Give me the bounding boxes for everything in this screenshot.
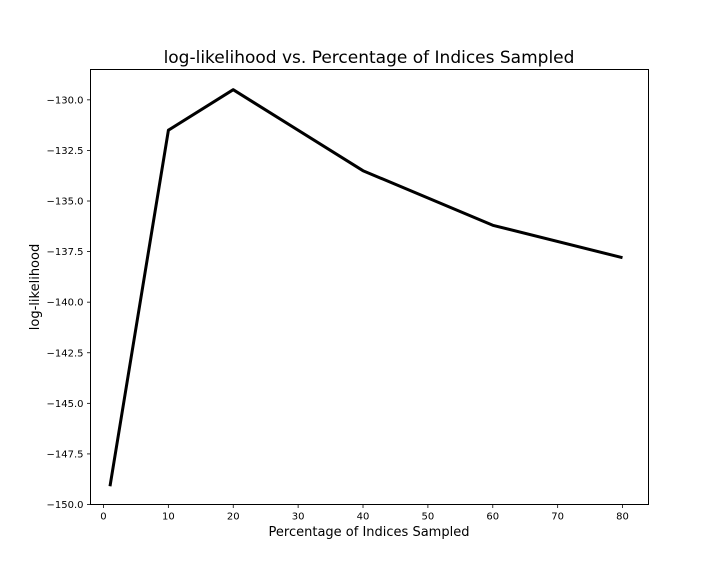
y-tick-label: −135.0	[46, 197, 83, 208]
x-tick-label: 30	[292, 512, 305, 523]
chart-title: log-likelihood vs. Percentage of Indices…	[164, 48, 575, 68]
y-tick-label: −142.5	[46, 348, 83, 359]
x-tick-label: 40	[357, 512, 370, 523]
x-tick-label: 80	[616, 512, 629, 523]
y-tick-label: −140.0	[46, 298, 83, 309]
series-layer	[108, 88, 623, 487]
y-axis-label: log-likelihood	[28, 244, 43, 330]
x-tick-label: 0	[100, 512, 106, 523]
y-tick-label: −147.5	[46, 449, 83, 460]
x-tick-label: 70	[551, 512, 564, 523]
series-line	[108, 88, 623, 487]
x-axis-ticks: 0 10 20 30 40 50 60 70 80	[100, 504, 629, 523]
y-tick-label: −145.0	[46, 399, 83, 410]
y-tick-label: −150.0	[46, 500, 83, 511]
x-tick-label: 20	[227, 512, 240, 523]
y-axis-ticks: −130.0 −132.5 −135.0 −137.5 −140.0 −142.5 −145…	[46, 95, 91, 511]
x-tick-label: 10	[162, 512, 175, 523]
y-tick-label: −132.5	[46, 146, 83, 157]
x-tick-label: 60	[486, 512, 499, 523]
y-tick-label: −137.5	[46, 247, 83, 258]
x-tick-label: 50	[422, 512, 435, 523]
plot-area	[90, 69, 649, 505]
x-axis-label: Percentage of Indices Sampled	[269, 525, 470, 540]
y-tick-label: −130.0	[46, 95, 83, 106]
